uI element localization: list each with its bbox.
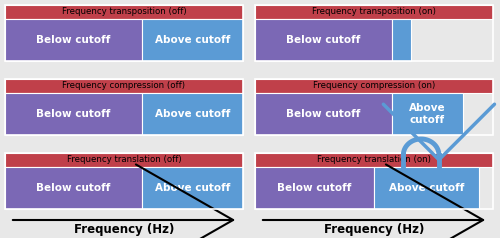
Bar — [255, 153, 493, 209]
Bar — [255, 79, 493, 135]
Bar — [392, 19, 411, 61]
Bar — [5, 79, 243, 93]
Bar — [5, 93, 142, 135]
Text: Below cutoff: Below cutoff — [36, 109, 111, 119]
Bar — [255, 153, 493, 167]
Text: Below cutoff: Below cutoff — [36, 183, 111, 193]
Bar — [142, 19, 243, 61]
Bar — [5, 5, 243, 61]
Text: Below cutoff: Below cutoff — [286, 35, 360, 45]
Text: Above
cutoff: Above cutoff — [409, 103, 446, 125]
Bar — [5, 153, 243, 209]
Bar — [255, 93, 392, 135]
Text: Below cutoff: Below cutoff — [278, 183, 351, 193]
Text: Below cutoff: Below cutoff — [286, 109, 360, 119]
Bar — [142, 167, 243, 209]
Bar — [5, 79, 243, 135]
Bar — [374, 167, 478, 209]
Bar — [255, 5, 493, 19]
Text: Below cutoff: Below cutoff — [36, 35, 111, 45]
Bar — [5, 5, 243, 19]
Bar — [255, 19, 392, 61]
Text: Frequency compression (off): Frequency compression (off) — [62, 81, 186, 90]
Bar — [5, 153, 243, 167]
Text: Frequency (Hz): Frequency (Hz) — [324, 223, 424, 237]
Text: Frequency translation (off): Frequency translation (off) — [66, 155, 182, 164]
Text: Frequency transposition (on): Frequency transposition (on) — [312, 8, 436, 16]
Bar — [5, 19, 142, 61]
Text: Above cutoff: Above cutoff — [154, 35, 230, 45]
Text: Above cutoff: Above cutoff — [388, 183, 464, 193]
Bar — [255, 167, 374, 209]
Bar — [255, 79, 493, 93]
Bar — [392, 93, 463, 135]
Text: Frequency (Hz): Frequency (Hz) — [74, 223, 174, 237]
Text: Frequency transposition (off): Frequency transposition (off) — [62, 8, 186, 16]
Text: Frequency compression (on): Frequency compression (on) — [313, 81, 435, 90]
Bar — [5, 167, 142, 209]
Bar — [255, 5, 493, 61]
Text: Above cutoff: Above cutoff — [154, 109, 230, 119]
Text: Frequency translation (on): Frequency translation (on) — [317, 155, 431, 164]
Bar — [142, 93, 243, 135]
Text: Above cutoff: Above cutoff — [154, 183, 230, 193]
